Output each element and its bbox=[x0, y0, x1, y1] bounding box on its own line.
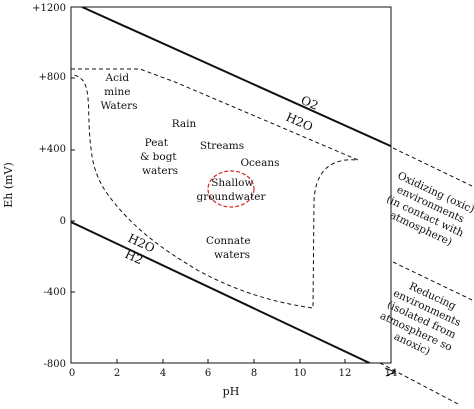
reducing-note-group: Reducing environments (isolated from atm… bbox=[373, 274, 474, 366]
upper-line-label-top: O2 bbox=[299, 93, 321, 113]
h2o-h2-boundary-line bbox=[71, 221, 372, 363]
env-label-streams: Streams bbox=[200, 140, 244, 152]
natural-waters-envelope bbox=[70, 68, 359, 309]
reducing-region-boundary bbox=[379, 362, 461, 406]
x-tick-label: 2 bbox=[114, 368, 120, 379]
oxidizing-note-group: Oxidizing (oxic) environments (in contac… bbox=[379, 170, 474, 253]
env-label-rain: Rain bbox=[172, 118, 197, 130]
reducing-note: Reducing environments (isolated from atm… bbox=[373, 274, 474, 366]
y-axis-label: Eh (mV) bbox=[2, 162, 15, 208]
y-tick-label: -800 bbox=[44, 359, 66, 370]
y-tick-label: -400 bbox=[44, 287, 66, 298]
x-tick-label: 10 bbox=[294, 368, 307, 379]
x-tick-label: 4 bbox=[160, 368, 166, 379]
env-label-connate: Connate waters bbox=[206, 235, 254, 261]
upper-line-label-bottom: H2O bbox=[284, 110, 315, 134]
x-axis-label: pH bbox=[223, 385, 240, 398]
x-tick-label: 8 bbox=[251, 368, 257, 379]
axis-end-arrow bbox=[384, 367, 397, 377]
lower-line-label-bottom: H2 bbox=[123, 247, 145, 267]
y-tick-label: 0 bbox=[60, 216, 66, 227]
x-tick-marks bbox=[116, 359, 346, 363]
oxidizing-region-boundary bbox=[392, 147, 473, 187]
x-tick-label: 0 bbox=[69, 368, 75, 379]
x-tick-label: 12 bbox=[339, 368, 352, 379]
env-label-acid-mine: Acid mine Waters bbox=[101, 72, 138, 112]
y-tick-marks bbox=[71, 77, 75, 293]
redox-divider bbox=[392, 261, 473, 301]
env-label-peat: Peat & bogt waters bbox=[140, 137, 180, 177]
env-label-shallow-groundwater: Shallow groundwater bbox=[196, 177, 266, 203]
x-tick-label: 6 bbox=[205, 368, 211, 379]
shallow-groundwater-highlight bbox=[207, 170, 255, 208]
env-label-oceans: Oceans bbox=[240, 157, 279, 169]
y-tick-label: +800 bbox=[39, 72, 66, 83]
y-tick-label: +400 bbox=[39, 144, 66, 155]
oxidizing-note: Oxidizing (oxic) environments (in contac… bbox=[379, 170, 474, 253]
o2-h2o-boundary-line bbox=[81, 7, 391, 148]
y-tick-label: +1200 bbox=[32, 3, 66, 14]
plot-frame bbox=[70, 6, 392, 364]
